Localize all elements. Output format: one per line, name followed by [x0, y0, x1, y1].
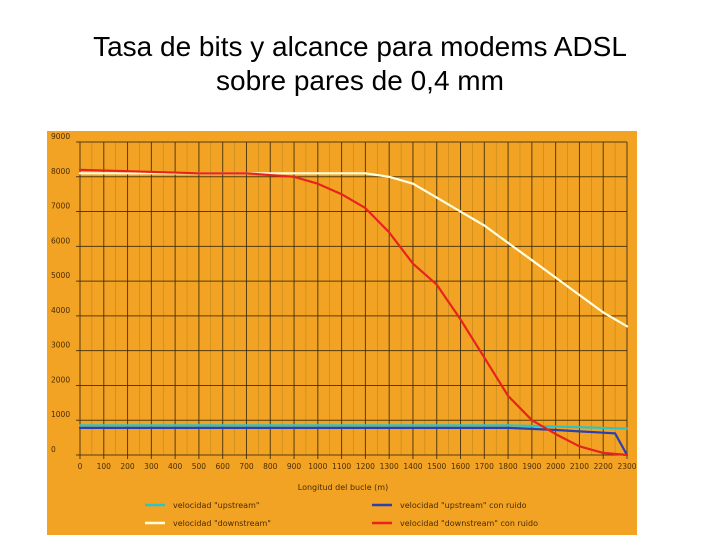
y-tick-label: 1000: [51, 410, 70, 419]
y-tick-label: 4000: [51, 306, 70, 315]
x-tick-label: 2200: [594, 462, 613, 471]
y-tick-labels: 0 1000 2000 3000 4000 5000 6000 7000 8000 9000: [51, 132, 70, 454]
series-line-4: [78, 168, 629, 457]
x-tick-label: 700: [239, 462, 254, 471]
page-title: Tasa de bits y alcance para modems ADSL …: [0, 30, 720, 98]
legend-label: velocidad "downstream": [173, 519, 271, 528]
x-tick-label: 1600: [451, 462, 470, 471]
x-tick-label: 1500: [427, 462, 446, 471]
y-tick-label: 7000: [51, 202, 70, 211]
x-tick-label: 800: [263, 462, 278, 471]
x-tick-label: 100: [97, 462, 112, 471]
x-tick-label: 500: [192, 462, 207, 471]
x-tick-label: 1700: [475, 462, 494, 471]
x-tick-label: 2300: [617, 462, 636, 471]
y-tick-label: 6000: [51, 236, 70, 245]
x-tick-label: 1300: [380, 462, 399, 471]
x-tick-label: 200: [120, 462, 135, 471]
legend-label: velocidad "downstream" con ruido: [400, 519, 538, 528]
x-tick-label: 1400: [403, 462, 422, 471]
x-axis-label: Longitud del bucle (m): [298, 483, 388, 492]
y-tick-label: 9000: [51, 132, 70, 141]
x-tick-label: 600: [216, 462, 231, 471]
chart-legend: velocidad "upstream" velocidad "downstrea…: [145, 501, 538, 528]
x-tick-label: 0: [78, 462, 83, 471]
title-line-1: Tasa de bits y alcance para modems ADSL: [93, 31, 627, 62]
bitrate-chart: 0 1000 2000 3000 4000 5000 6000 7000 8000 9000 0 1…: [47, 131, 637, 535]
y-tick-label: 0: [51, 445, 56, 454]
title-line-2: sobre pares de 0,4 mm: [216, 65, 504, 96]
series-line-2: [78, 172, 629, 328]
x-tick-label: 1800: [499, 462, 518, 471]
y-tick-label: 8000: [51, 167, 70, 176]
x-tick-label: 400: [168, 462, 183, 471]
x-tick-label: 1900: [522, 462, 541, 471]
x-tick-label: 1200: [356, 462, 375, 471]
x-tick-label: 900: [287, 462, 302, 471]
series-line-1: [78, 424, 629, 430]
y-tick-label: 5000: [51, 271, 70, 280]
series-line-3: [78, 426, 629, 457]
y-tick-label: 3000: [51, 341, 70, 350]
x-tick-label: 1100: [332, 462, 351, 471]
x-tick-label: 2000: [546, 462, 565, 471]
x-tick-labels: 0 100 200 300 400 500 600 700 800 900 1000 1100 1200…: [78, 462, 637, 471]
chart-grid: [76, 141, 628, 459]
legend-label: velocidad "upstream": [173, 501, 260, 510]
x-tick-label: 1000: [308, 462, 327, 471]
x-tick-label: 300: [144, 462, 159, 471]
legend-label: velocidad "upstream" con ruido: [400, 501, 527, 510]
y-tick-label: 2000: [51, 375, 70, 384]
chart-series: [78, 168, 629, 457]
x-tick-label: 2100: [570, 462, 589, 471]
